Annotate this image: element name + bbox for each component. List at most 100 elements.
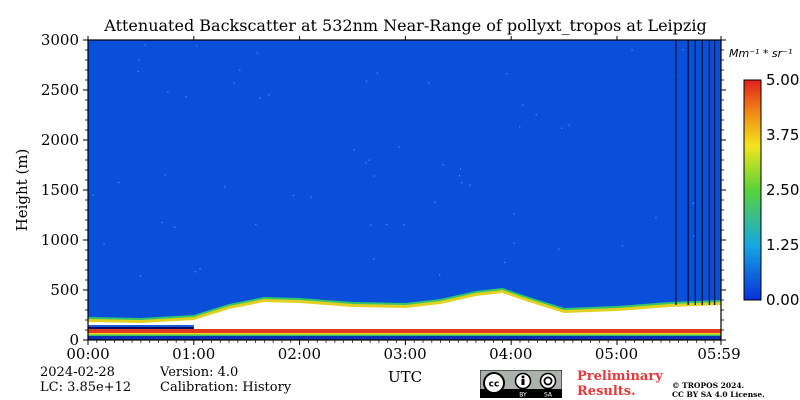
noise-dot [513, 213, 515, 215]
signal-streaks [675, 40, 716, 305]
noise-dot [118, 181, 120, 184]
noise-dot [513, 242, 515, 244]
noise-dot [682, 49, 684, 51]
noise-dot [504, 261, 506, 264]
dark-band [88, 327, 194, 330]
noise-dot [631, 49, 633, 51]
noise-dot [428, 82, 430, 84]
noise-dot [365, 80, 368, 82]
colorbar-tick-label: 2.50 [766, 181, 800, 199]
sa-badge-label: SA [544, 392, 553, 399]
signal-streak [694, 40, 696, 305]
noise-dot [693, 235, 695, 237]
noise-dot [224, 186, 226, 188]
noise-dot [138, 59, 140, 61]
ground-band [88, 336, 721, 340]
noise-dot [403, 224, 405, 226]
signal-streak [701, 40, 703, 305]
noise-dot [103, 243, 105, 245]
signal-streak [687, 40, 689, 305]
preliminary-line-1: Preliminary [577, 369, 663, 384]
backscatter-layers [88, 288, 721, 340]
calibration-text: Calibration: History [160, 380, 292, 395]
noise-dot [469, 184, 471, 186]
noise-dot [256, 52, 259, 54]
y-tick-label: 2000 [40, 131, 79, 149]
copyright-text: © TROPOS 2024. CC BY SA 4.0 License. [672, 381, 765, 399]
x-axis-label: UTC [387, 368, 423, 386]
noise-dot [522, 104, 524, 106]
noise-dot [655, 217, 657, 219]
x-tick-label: 01:00 [172, 345, 216, 363]
y-tick-label: 1500 [40, 181, 79, 199]
signal-streak [675, 40, 677, 305]
noise-dot [161, 221, 163, 224]
noise-dot [164, 174, 166, 176]
noise-dot [506, 73, 508, 75]
noise-dot [233, 82, 235, 84]
x-tick-label: 02:00 [277, 345, 322, 363]
noise-dot [558, 248, 560, 250]
noise-dot [92, 194, 94, 196]
date-text: 2024-02-28 [40, 365, 115, 380]
noise-dot [185, 96, 187, 98]
noise-dot [373, 258, 375, 260]
noise-dot [519, 126, 521, 128]
noise-dot [386, 223, 388, 226]
chart-title: Attenuated Backscatter at 532nm Near-Ran… [104, 16, 707, 35]
noise-dot [292, 194, 295, 197]
noise-dot [195, 45, 198, 47]
y-tick-label: 500 [50, 281, 79, 299]
noise-dot [692, 202, 694, 204]
noise-dots [92, 44, 695, 277]
preliminary-line-2: Results. [577, 384, 636, 399]
noise-dot [568, 124, 570, 126]
noise-dot [368, 159, 370, 161]
noise-dot [439, 274, 441, 276]
plot-background [88, 40, 721, 340]
noise-dot [199, 268, 201, 270]
noise-dot [561, 127, 563, 129]
noise-dot [398, 146, 400, 148]
version-text: Version: 4.0 [160, 365, 239, 380]
noise-dot [194, 271, 197, 273]
lidar-constant-text: LC: 3.85e+12 [40, 380, 132, 395]
near-surface-green-band [88, 334, 721, 337]
y-tick-label: 1000 [40, 231, 79, 249]
signal-streak [713, 40, 716, 305]
noise-dot [255, 223, 257, 225]
noise-dot [137, 70, 139, 73]
noise-dot [174, 226, 176, 228]
y-tick-label: 0 [69, 331, 79, 349]
preliminary-results-text: Preliminary Results. [577, 369, 663, 399]
noise-dot [376, 72, 379, 74]
colorbar [743, 79, 762, 301]
by-badge-label: BY [519, 392, 527, 399]
colorbar-tick-label: 1.25 [766, 236, 800, 254]
noise-dot [459, 168, 462, 170]
noise-dot [144, 44, 146, 46]
x-tick-label: 03:00 [383, 345, 427, 363]
axis-ticks [83, 36, 726, 345]
x-tick-label: 04:00 [489, 345, 533, 363]
noise-dot [458, 175, 461, 177]
colorbar-tick-label: 0.00 [766, 291, 800, 309]
near-surface-red-line [88, 329, 721, 331]
signal-streak [708, 40, 711, 305]
noise-dot [310, 196, 312, 198]
noise-dot [535, 113, 537, 116]
noise-dot [239, 69, 241, 71]
noise-dot [434, 201, 436, 203]
cc-license-badge-icon: cc BY SA [480, 370, 562, 398]
noise-dot [621, 245, 624, 247]
colorbar-tick-label: 3.75 [766, 126, 800, 144]
noise-dot [259, 97, 261, 99]
x-tick-label: 05:59 [697, 345, 741, 363]
y-tick-label: 3000 [40, 31, 79, 49]
noise-dot [139, 275, 142, 277]
noise-dot [442, 164, 444, 166]
noise-dot [373, 175, 375, 177]
noise-dot [461, 182, 463, 184]
noise-dot [268, 94, 270, 96]
